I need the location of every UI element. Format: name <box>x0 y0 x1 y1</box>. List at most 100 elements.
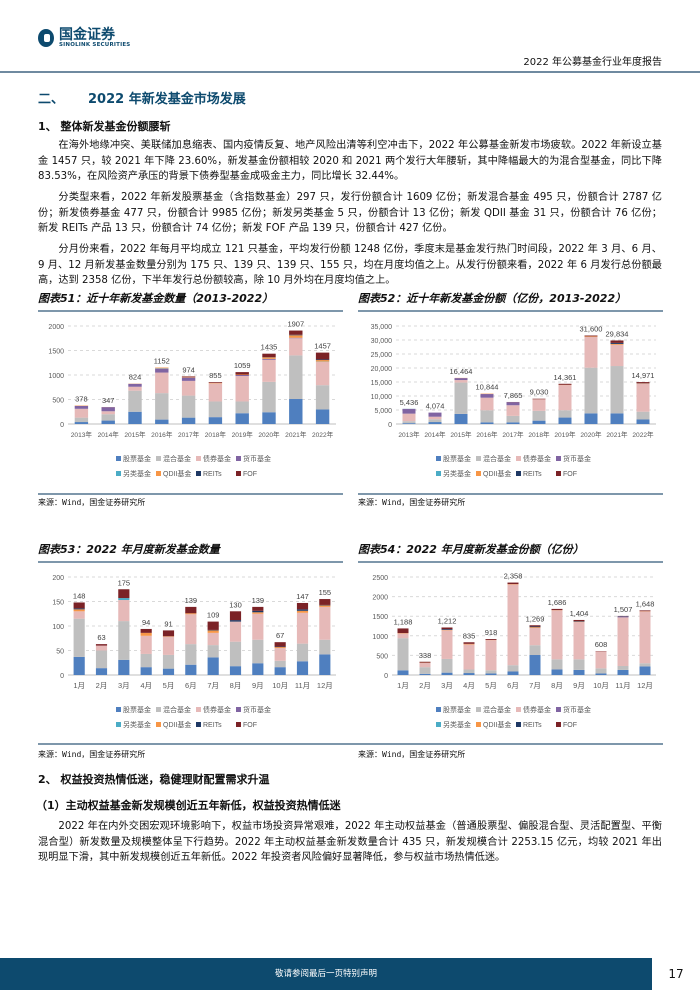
bar-segment-FOF <box>207 621 219 630</box>
bar-segment-混合基金 <box>617 665 629 670</box>
y-tick-label: 1500 <box>48 349 64 356</box>
legend-swatch <box>196 707 201 712</box>
bar-segment-混合基金 <box>558 410 572 418</box>
x-tick-label: 6月 <box>185 681 197 690</box>
data-label: 1152 <box>154 357 170 366</box>
bar-segment-股票基金 <box>480 422 494 424</box>
bar-segment-债券基金 <box>402 413 416 422</box>
bar-segment-REITs <box>529 626 541 628</box>
bar-segment-FOF <box>532 398 546 400</box>
bar-segment-股票基金 <box>235 413 249 424</box>
bar-segment-股票基金 <box>262 412 276 424</box>
bar-segment-债券基金 <box>529 627 541 646</box>
bar-segment-股票基金 <box>128 411 142 424</box>
legend-label: 另类基金 <box>123 720 151 729</box>
bar-segment-股票基金 <box>252 663 264 675</box>
bar-segment-货币基金 <box>506 402 520 406</box>
legend-swatch <box>156 456 161 461</box>
y-tick-label: 0 <box>60 673 64 680</box>
x-tick-label: 2022年 <box>632 430 654 439</box>
legend-label: REITs <box>523 471 542 478</box>
bar-segment-混合基金 <box>428 419 442 423</box>
x-tick-label: 2017年 <box>502 430 524 439</box>
legend-label: REITs <box>203 722 222 729</box>
legend-swatch <box>236 471 241 476</box>
bar-segment-股票基金 <box>454 413 468 424</box>
legend-swatch <box>156 471 161 476</box>
bar-segment-股票基金 <box>419 673 431 675</box>
bar-segment-债券基金 <box>558 385 572 411</box>
legend-label: 货币基金 <box>563 454 591 463</box>
y-tick-label: 10,000 <box>371 394 393 401</box>
legend-swatch <box>436 722 441 727</box>
chart-54: 图表54：2022 年月度新发基金份额（亿份） 0 500 1000 1500 2000… <box>358 541 663 752</box>
x-tick-label: 2018年 <box>205 430 227 439</box>
bar-segment-FOF <box>208 382 223 383</box>
chart-rule <box>358 493 663 495</box>
y-tick-label: 1000 <box>372 634 388 641</box>
legend-label: QDII基金 <box>163 469 191 478</box>
legend-swatch <box>556 456 561 461</box>
bar-segment-REITs <box>73 608 85 610</box>
bar-segment-股票基金 <box>529 655 541 675</box>
data-label: 918 <box>485 628 498 637</box>
bar-segment-股票基金 <box>485 673 497 675</box>
bar-segment-股票基金 <box>595 673 607 675</box>
bar-segment-混合基金 <box>319 639 331 655</box>
legend-swatch <box>476 722 481 727</box>
bar-segment-FOF <box>558 383 572 385</box>
bar-segment-混合基金 <box>480 410 494 423</box>
bar-segment-股票基金 <box>532 420 546 424</box>
legend-label: 货币基金 <box>563 705 591 714</box>
bar-segment-FOF <box>235 372 249 375</box>
bar-segment-QDII基金 <box>315 360 330 362</box>
legend-swatch <box>156 722 161 727</box>
bar-segment-债券基金 <box>617 617 629 666</box>
x-tick-label: 8月 <box>551 681 563 690</box>
bar-segment-货币基金 <box>181 377 196 381</box>
bar-segment-混合基金 <box>128 390 142 412</box>
x-tick-label: 2017年 <box>178 430 200 439</box>
bar-segment-FOF <box>252 606 264 611</box>
chart-title: 图表53：2022 年月度新发基金数量 <box>38 543 220 556</box>
bar-segment-债券基金 <box>419 662 431 668</box>
legend-label: 混合基金 <box>163 454 191 463</box>
bar-segment-股票基金 <box>296 661 309 675</box>
company-logo: 国金证券 SINOLINK SECURITIES <box>38 28 130 48</box>
bar-segment-股票基金 <box>463 673 475 675</box>
bar-segment-债券基金 <box>181 380 196 396</box>
legend-swatch <box>436 471 441 476</box>
bar-segment-债券基金 <box>454 380 468 383</box>
x-tick-label: 2020年 <box>258 430 280 439</box>
data-label: 67 <box>276 631 284 640</box>
y-tick-label: 1000 <box>48 373 64 380</box>
bar-segment-债券基金 <box>441 630 453 659</box>
bar-segment-货币基金 <box>480 394 494 398</box>
bar-segment-债券基金 <box>74 408 89 418</box>
data-label: 1,212 <box>438 616 457 625</box>
bar-segment-QDII基金 <box>584 336 598 337</box>
paragraph: 2022 年在内外交困宏观环境影响下，权益市场投资异常艰难，2022 年主动权益… <box>38 821 662 864</box>
section-title-text: 2022 年新发基金市场发展 <box>88 92 246 107</box>
legend-label: QDII基金 <box>483 720 511 729</box>
legend-label: 混合基金 <box>483 705 511 714</box>
data-label: 1435 <box>261 343 278 352</box>
bar-segment-货币基金 <box>428 412 442 417</box>
x-tick-label: 2月 <box>419 681 431 690</box>
x-tick-label: 2019年 <box>554 430 576 439</box>
x-tick-label: 10月 <box>272 681 288 690</box>
bar-segment-FOF <box>118 589 130 599</box>
bar-segment-混合基金 <box>402 421 416 424</box>
bar-segment-股票基金 <box>506 422 520 424</box>
legend-label: 股票基金 <box>443 705 471 714</box>
bar-segment-股票基金 <box>162 668 175 675</box>
bar-segment-混合基金 <box>419 667 431 674</box>
y-tick-label: 20,000 <box>371 366 393 373</box>
legend-swatch <box>436 456 441 461</box>
data-label: 1059 <box>234 361 251 370</box>
bar-segment-FOF <box>73 602 85 609</box>
bar-segment-混合基金 <box>507 665 519 672</box>
bar-segment-债券基金 <box>507 584 519 666</box>
y-tick-label: 2500 <box>372 575 388 582</box>
x-tick-label: 11月 <box>615 681 630 690</box>
